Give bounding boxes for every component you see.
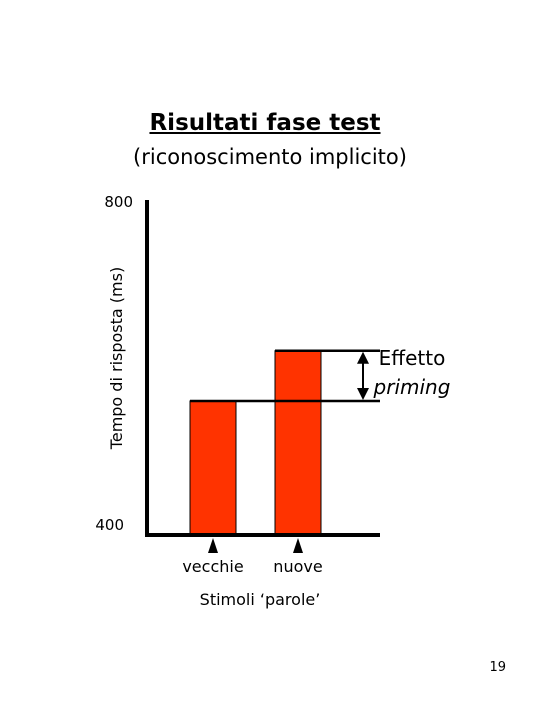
- x-category-label-nuove: nuove: [273, 557, 322, 576]
- y-axis-label: Tempo di risposta (ms): [107, 267, 126, 450]
- slide-title: Risultati fase test: [149, 110, 381, 136]
- annotation-priming: priming: [373, 375, 451, 399]
- arrow-up-icon: [357, 351, 369, 364]
- bar-nuove: [274, 350, 322, 536]
- pointer-vecchie-icon: [208, 538, 218, 553]
- annotation-effetto: Effetto: [379, 346, 446, 370]
- bar-vecchie: [189, 400, 237, 536]
- y-tick-label-400: 400: [95, 516, 124, 534]
- arrow-down-icon: [357, 388, 369, 400]
- y-tick-label-800: 800: [104, 193, 133, 211]
- x-category-label-vecchie: vecchie: [182, 557, 243, 576]
- x-axis-label: Stimoli ‘parole’: [200, 590, 321, 609]
- pointer-nuove-icon: [293, 538, 303, 553]
- page-number: 19: [489, 660, 506, 675]
- slide-subtitle: (riconoscimento implicito): [133, 145, 407, 169]
